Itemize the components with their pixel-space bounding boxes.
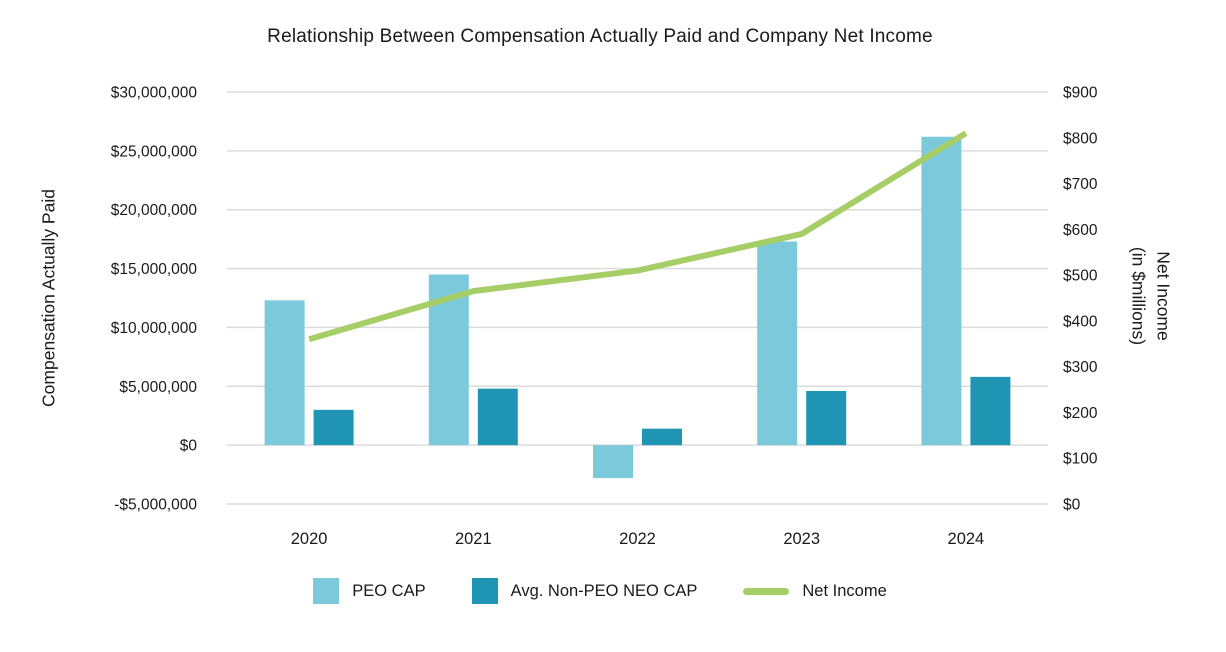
right-axis-tick-label: $300: [1063, 359, 1098, 376]
legend-label: Net Income: [802, 581, 887, 600]
bar: [806, 390, 847, 446]
bar: [477, 388, 518, 446]
legend-color-swatch: [313, 578, 340, 604]
left-axis-tick-label: -$5,000,000: [114, 497, 197, 514]
legend: PEO CAP Avg. Non-PEO NEO CAP Net Income: [0, 578, 1200, 604]
net-income-line: [308, 130, 968, 343]
right-axis-tick-label: $400: [1063, 313, 1098, 330]
bar: [313, 409, 354, 446]
legend-color-swatch: [471, 578, 498, 604]
bar: [970, 376, 1011, 446]
legend-item: Avg. Non-PEO NEO CAP: [471, 578, 698, 604]
bar: [757, 241, 798, 446]
x-axis-label: 2022: [619, 530, 656, 548]
right-axis-tick-label: $600: [1063, 222, 1098, 239]
bar: [264, 300, 305, 446]
left-axis-tick-label: $25,000,000: [111, 143, 198, 160]
left-axis-tick-label: $0: [180, 438, 198, 455]
legend-label: PEO CAP: [352, 581, 426, 600]
right-axis-tick-label: $100: [1063, 451, 1098, 468]
right-axis-tick-label: $200: [1063, 405, 1098, 422]
legend-item: PEO CAP: [313, 578, 426, 604]
right-axis-tick-label: $700: [1063, 176, 1098, 193]
left-axis-tick-label: $20,000,000: [111, 202, 198, 219]
left-axis-tick-label: $30,000,000: [111, 85, 198, 102]
x-axis-label: 2020: [291, 530, 328, 548]
x-axis-label: 2023: [783, 530, 820, 548]
legend-item: Net Income: [743, 581, 887, 601]
bar: [642, 428, 682, 446]
right-axis-tick-label: $800: [1063, 130, 1098, 147]
left-axis-tick-label: $5,000,000: [119, 379, 197, 396]
x-axis-label: 2021: [455, 530, 492, 548]
left-axis-tick-label: $10,000,000: [111, 320, 198, 337]
legend-label: Avg. Non-PEO NEO CAP: [510, 581, 698, 600]
left-axis-tick-label: $15,000,000: [111, 261, 198, 278]
bar: [921, 136, 962, 446]
legend-line-swatch: [743, 587, 790, 595]
right-axis-tick-label: $500: [1063, 268, 1098, 285]
bar: [593, 445, 633, 479]
right-axis-tick-label: $0: [1063, 497, 1081, 514]
x-axis-label: 2024: [948, 530, 985, 548]
right-axis-tick-label: $900: [1063, 85, 1098, 102]
chart-title: Relationship Between Compensation Actual…: [267, 26, 933, 47]
